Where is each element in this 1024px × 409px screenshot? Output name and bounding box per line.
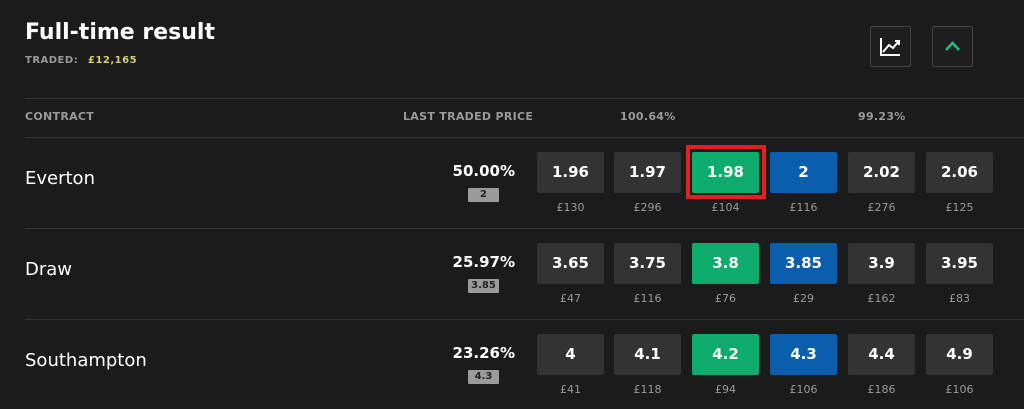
column-header: LAST TRADED PRICE: [403, 110, 534, 123]
last-traded-price: 3.85: [468, 279, 499, 293]
price-button[interactable]: 3.8: [692, 243, 759, 284]
stake-amount: £116: [633, 292, 662, 305]
divider: [25, 319, 1024, 320]
price-button[interactable]: 1.98: [692, 152, 759, 193]
divider: [25, 137, 1024, 138]
stake-amount: £41: [560, 383, 581, 396]
contract-name: Southampton: [25, 350, 147, 371]
traded-label: TRADED:: [25, 55, 79, 66]
price-button[interactable]: 4.3: [770, 334, 837, 375]
chart-button[interactable]: [870, 26, 911, 67]
stake-amount: £83: [949, 292, 970, 305]
price-button[interactable]: 1.97: [614, 152, 681, 193]
price-button[interactable]: 3.95: [926, 243, 993, 284]
last-traded-price: 4.3: [468, 370, 499, 384]
price-button[interactable]: 2.06: [926, 152, 993, 193]
price-button[interactable]: 3.85: [770, 243, 837, 284]
price-button[interactable]: 3.65: [537, 243, 604, 284]
divider: [25, 228, 1024, 229]
contract-name: Draw: [25, 259, 73, 280]
price-button[interactable]: 4: [537, 334, 604, 375]
traded-value: £12,165: [88, 55, 138, 66]
selection-highlight: [686, 145, 766, 199]
column-header: 100.64%: [620, 110, 676, 123]
price-button[interactable]: 3.75: [614, 243, 681, 284]
probability: 23.26%: [452, 344, 515, 362]
stake-amount: £162: [867, 292, 896, 305]
stake-amount: £29: [793, 292, 814, 305]
price-button[interactable]: 4.2: [692, 334, 759, 375]
stake-amount: £94: [715, 383, 736, 396]
chevron-icon: [945, 41, 960, 51]
price-button[interactable]: 4.4: [848, 334, 915, 375]
market-title: Full-time result: [25, 20, 215, 45]
price-button[interactable]: 2: [770, 152, 837, 193]
stake-amount: £104: [711, 201, 740, 214]
column-header: CONTRACT: [25, 110, 95, 123]
price-button[interactable]: 3.9: [848, 243, 915, 284]
price-button[interactable]: 2.02: [848, 152, 915, 193]
probability: 50.00%: [452, 162, 515, 180]
last-traded-price: 2: [468, 188, 499, 202]
stake-amount: £125: [945, 201, 974, 214]
stake-amount: £76: [715, 292, 736, 305]
stake-amount: £186: [867, 383, 896, 396]
stake-amount: £118: [633, 383, 662, 396]
price-button[interactable]: 1.96: [537, 152, 604, 193]
stake-amount: £106: [945, 383, 974, 396]
divider: [25, 98, 1024, 99]
price-button[interactable]: 4.9: [926, 334, 993, 375]
collapse-button[interactable]: [932, 26, 973, 67]
column-header: 99.23%: [858, 110, 906, 123]
stake-amount: £47: [560, 292, 581, 305]
stake-amount: £130: [556, 201, 585, 214]
probability: 25.97%: [452, 253, 515, 271]
stake-amount: £296: [633, 201, 662, 214]
chart-icon: [880, 38, 900, 56]
stake-amount: £116: [789, 201, 818, 214]
contract-name: Everton: [25, 168, 95, 189]
stake-amount: £276: [867, 201, 896, 214]
price-button[interactable]: 4.1: [614, 334, 681, 375]
stake-amount: £106: [789, 383, 818, 396]
